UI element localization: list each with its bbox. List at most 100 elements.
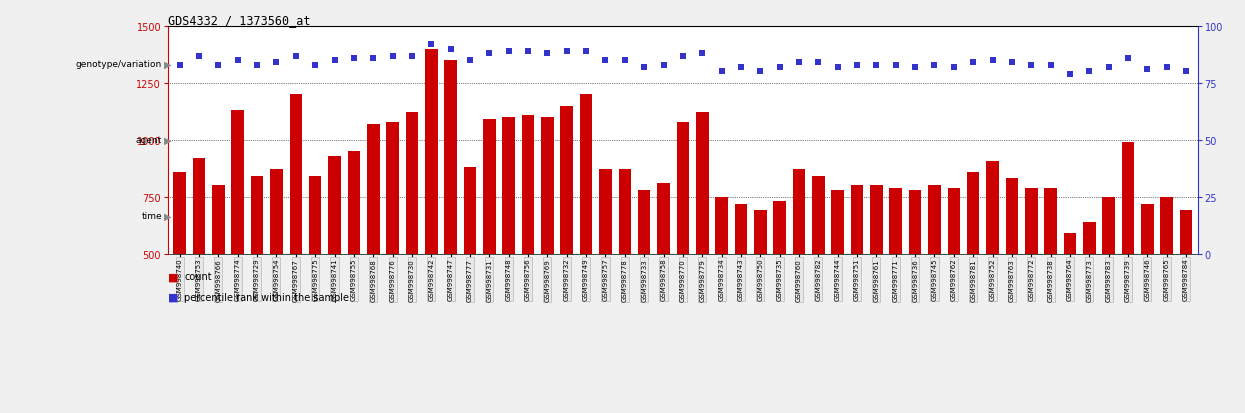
Text: 2hrs: 2hrs: [740, 210, 762, 220]
Bar: [173, 172, 186, 254]
Text: 12hrs: 12hrs: [969, 210, 997, 220]
Text: untreated: untreated: [610, 134, 659, 144]
Bar: [1099, 106, 1195, 175]
Bar: [1157, 181, 1195, 251]
Bar: [793, 170, 806, 254]
Text: interleukin 1β: interleukin 1β: [872, 134, 940, 144]
Text: ▶: ▶: [164, 135, 172, 145]
Bar: [171, 30, 712, 100]
Text: percentile rank within the sample: percentile rank within the sample: [184, 292, 350, 302]
Text: agent: agent: [136, 136, 162, 145]
Text: 24hrs: 24hrs: [504, 210, 533, 220]
Bar: [867, 181, 944, 251]
Bar: [557, 106, 712, 175]
Text: 2hrs: 2hrs: [1117, 210, 1139, 220]
Bar: [909, 190, 921, 254]
Bar: [1122, 143, 1134, 254]
Text: 24hrs: 24hrs: [1163, 210, 1190, 220]
Bar: [270, 170, 283, 254]
Bar: [1045, 188, 1057, 254]
Bar: [248, 181, 325, 251]
Bar: [635, 181, 712, 251]
Bar: [309, 177, 321, 254]
Bar: [522, 115, 534, 254]
Text: control: control: [937, 58, 971, 68]
Text: 4hrs: 4hrs: [275, 210, 296, 220]
Bar: [944, 181, 1022, 251]
Bar: [967, 172, 980, 254]
Bar: [1083, 222, 1096, 254]
Text: ■: ■: [168, 292, 178, 302]
Bar: [232, 111, 244, 254]
Bar: [735, 204, 747, 254]
Bar: [712, 106, 1099, 175]
Bar: [1102, 197, 1116, 254]
Bar: [367, 125, 380, 254]
Bar: [619, 170, 631, 254]
Bar: [212, 186, 224, 254]
Text: Pdx1 overexpression: Pdx1 overexpression: [391, 58, 492, 68]
Bar: [425, 50, 437, 254]
Bar: [402, 181, 479, 251]
Bar: [347, 152, 360, 254]
Bar: [406, 113, 418, 254]
Text: 4hrs: 4hrs: [817, 210, 839, 220]
Bar: [444, 61, 457, 254]
Bar: [386, 122, 398, 254]
Text: 24hrs: 24hrs: [1046, 210, 1074, 220]
Bar: [580, 95, 593, 254]
Bar: [676, 122, 690, 254]
Bar: [832, 190, 844, 254]
Text: count: count: [184, 272, 212, 282]
Bar: [479, 181, 557, 251]
Bar: [250, 177, 264, 254]
Text: 12hrs: 12hrs: [427, 210, 454, 220]
Bar: [850, 186, 863, 254]
Text: 2hrs: 2hrs: [198, 210, 219, 220]
Bar: [542, 118, 554, 254]
Bar: [1025, 188, 1037, 254]
Text: 24hrs: 24hrs: [660, 210, 687, 220]
Text: 6hrs: 6hrs: [352, 210, 375, 220]
Bar: [716, 197, 728, 254]
Bar: [1142, 204, 1154, 254]
Bar: [637, 190, 650, 254]
Text: untreated: untreated: [1123, 134, 1172, 144]
Bar: [560, 106, 573, 254]
Text: GDS4332 / 1373560_at: GDS4332 / 1373560_at: [168, 14, 310, 27]
Bar: [657, 183, 670, 254]
Text: genotype/variation: genotype/variation: [76, 60, 162, 69]
Bar: [947, 188, 960, 254]
Bar: [712, 181, 789, 251]
Bar: [463, 168, 477, 254]
Bar: [812, 177, 824, 254]
Bar: [1180, 211, 1193, 254]
Text: interleukin 1β: interleukin 1β: [330, 134, 397, 144]
Bar: [599, 170, 611, 254]
Text: ▶: ▶: [164, 211, 172, 221]
Bar: [773, 202, 786, 254]
Bar: [503, 118, 515, 254]
Bar: [789, 181, 867, 251]
Bar: [1099, 181, 1157, 251]
Bar: [483, 120, 496, 254]
Bar: [889, 188, 903, 254]
Text: ▶: ▶: [164, 60, 172, 70]
Bar: [171, 106, 557, 175]
Bar: [1006, 179, 1018, 254]
Bar: [329, 156, 341, 254]
Bar: [712, 30, 1195, 100]
Bar: [193, 159, 205, 254]
Bar: [171, 181, 248, 251]
Text: 6hrs: 6hrs: [895, 210, 916, 220]
Bar: [929, 186, 941, 254]
Bar: [557, 181, 635, 251]
Text: time: time: [141, 211, 162, 221]
Bar: [1063, 234, 1076, 254]
Bar: [325, 181, 402, 251]
Text: ■: ■: [168, 272, 178, 282]
Bar: [290, 95, 303, 254]
Bar: [1022, 181, 1099, 251]
Bar: [754, 211, 767, 254]
Bar: [986, 162, 998, 254]
